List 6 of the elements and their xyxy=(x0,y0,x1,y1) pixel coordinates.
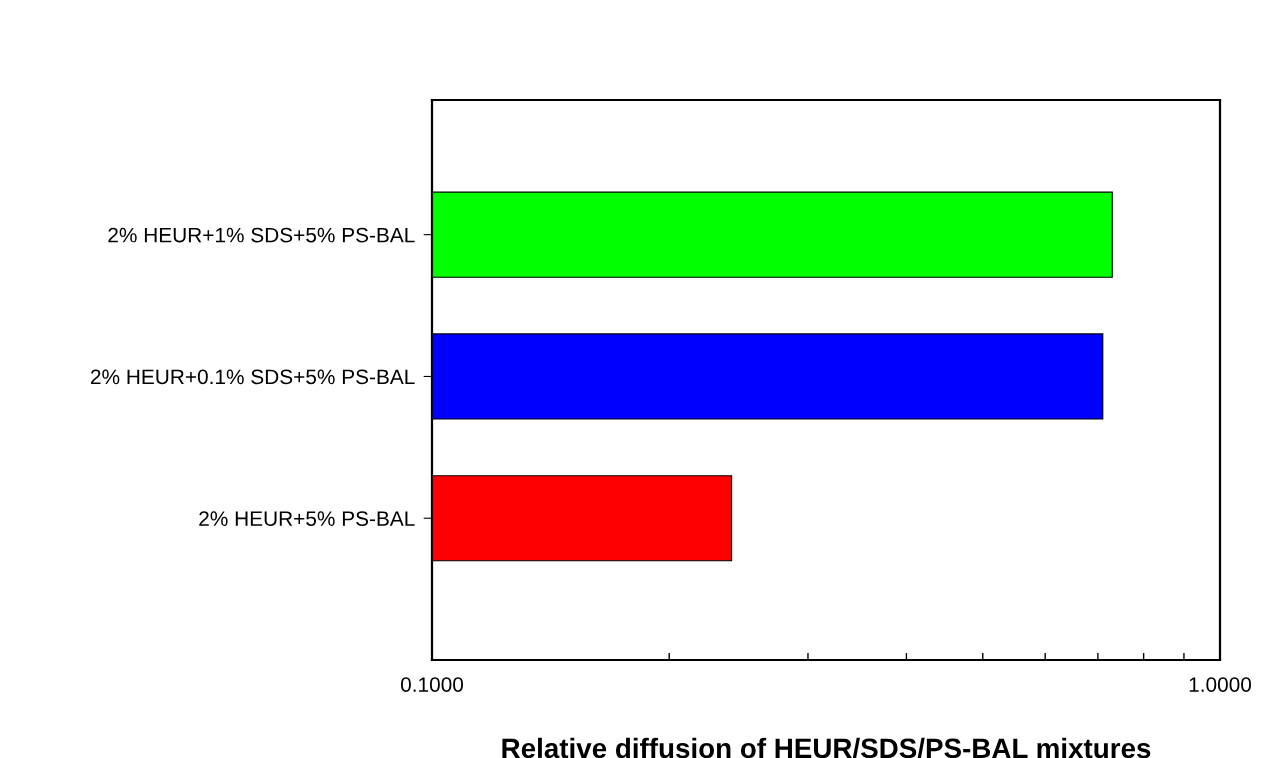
y-tick-label: 2% HEUR+1% SDS+5% PS-BAL xyxy=(108,227,415,243)
y-tick-label: 2% HEUR+0.1% SDS+5% PS-BAL xyxy=(91,369,415,385)
x-axis-title: Relative diffusion of HEUR/SDS/PS-BAL mixtures xyxy=(502,737,1151,758)
y-tick-label: 2% HEUR+5% PS-BAL xyxy=(199,511,415,526)
x-tick-label: 0.1000 xyxy=(400,677,464,692)
x-tick-label: 1.0000 xyxy=(1189,677,1252,692)
